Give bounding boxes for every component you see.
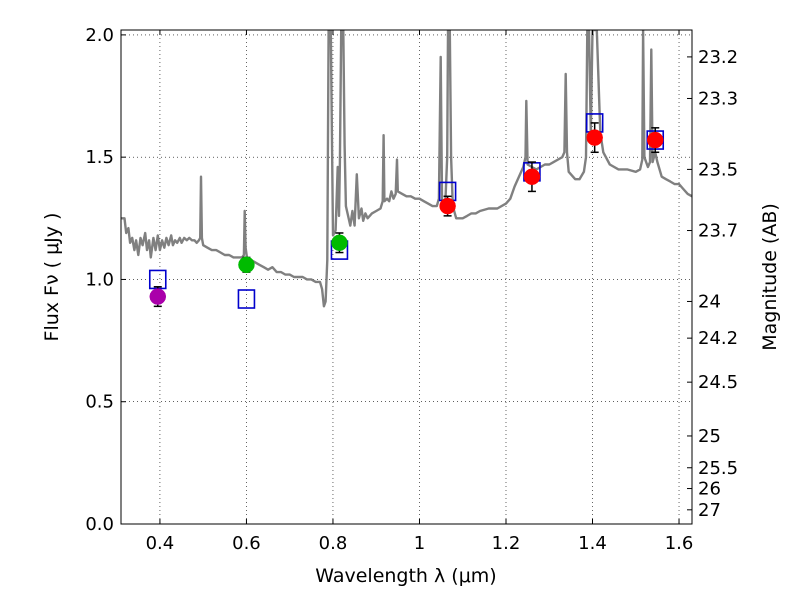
right-tick-label: 24.2 (698, 328, 738, 349)
axis-ticks: 0.4 0.6 0.8 1 1.2 1.4 1.6 0.0 0.5 1.0 1.5 2.0 23.2 23… (85, 25, 738, 554)
right-tick-label: 23.5 (698, 159, 738, 180)
x-tick-label: 0.8 (319, 533, 348, 554)
right-tick-label: 24 (698, 291, 721, 312)
x-tick-label: 0.6 (232, 533, 261, 554)
plot-frame (120, 29, 693, 525)
observed-flux-point (586, 129, 603, 146)
y-tick-label: 0.0 (85, 514, 114, 535)
y-tick-label: 2.0 (85, 25, 114, 46)
observed-flux-point (646, 131, 664, 149)
observed-flux-point (439, 197, 456, 215)
observed-flux-point (523, 168, 541, 185)
x-tick-label: 1.6 (665, 533, 694, 554)
y-tick-label: 0.5 (85, 392, 114, 413)
right-tick-label: 23.3 (698, 88, 738, 109)
right-tick-label: 24.5 (698, 372, 738, 393)
x-tick-label: 1.2 (492, 533, 521, 554)
right-tick-label: 23.2 (698, 47, 738, 68)
y-tick-label: 1.0 (85, 269, 114, 290)
spectrum-line (121, 30, 692, 308)
x-tick-label: 1.4 (578, 533, 607, 554)
y-axis-title: Flux Fν ( μJy ) (41, 213, 63, 342)
right-tick-label: 25 (698, 426, 721, 447)
observed-flux-point (238, 256, 255, 274)
model-flux-square (237, 289, 256, 309)
series-group (121, 30, 692, 309)
plot-area (121, 30, 692, 309)
right-tick-label: 25.5 (698, 458, 738, 479)
right-axis-title: Magnitude (AB) (759, 203, 781, 351)
right-tick-label: 23.7 (698, 221, 738, 242)
x-tick-label: 0.4 (146, 533, 175, 554)
observed-flux-point (149, 288, 167, 305)
y-tick-label: 1.5 (85, 147, 114, 168)
right-tick-label: 26 (698, 479, 721, 500)
x-axis-title: Wavelength λ (μm) (315, 565, 496, 587)
observed-flux-point (331, 234, 348, 252)
right-tick-label: 27 (698, 500, 721, 521)
x-tick-label: 1 (414, 533, 425, 554)
